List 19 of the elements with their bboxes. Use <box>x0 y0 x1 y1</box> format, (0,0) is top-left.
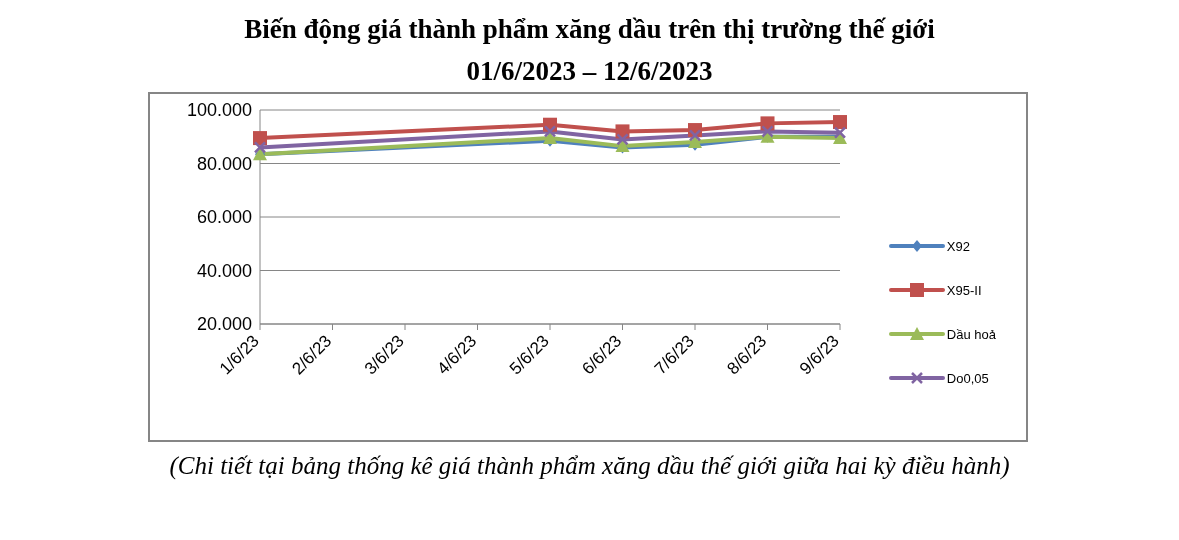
point <box>761 125 774 138</box>
point <box>616 133 629 146</box>
legend-label: X92 <box>946 238 970 254</box>
point <box>833 115 847 130</box>
legend-label: Dầu hoả <box>946 326 996 342</box>
y-tick-label: 60.000 <box>196 207 252 228</box>
chart-title: Biến động giá thành phẩm xăng dầu trên thị trường thế giới <box>243 13 936 46</box>
point <box>688 129 702 142</box>
point <box>543 125 557 138</box>
chart-subtitle: 01/6/2023 – 12/6/2023 <box>465 55 714 88</box>
text: (Chi tiết tại bảng thống kê giá thành phẩm xăng dầu thế giới giữa hai kỳ điều hành) <box>168 452 1011 480</box>
point <box>833 126 847 139</box>
y-tick-label: 20.000 <box>196 314 252 335</box>
y-tick-label: 80.000 <box>196 153 252 174</box>
legend-label: Do0,05 <box>946 370 989 386</box>
y-tick-label: 100.000 <box>186 100 252 121</box>
point <box>253 141 267 154</box>
y-tick-label: 40.000 <box>196 260 252 281</box>
legend-label: X95-II <box>946 282 982 298</box>
